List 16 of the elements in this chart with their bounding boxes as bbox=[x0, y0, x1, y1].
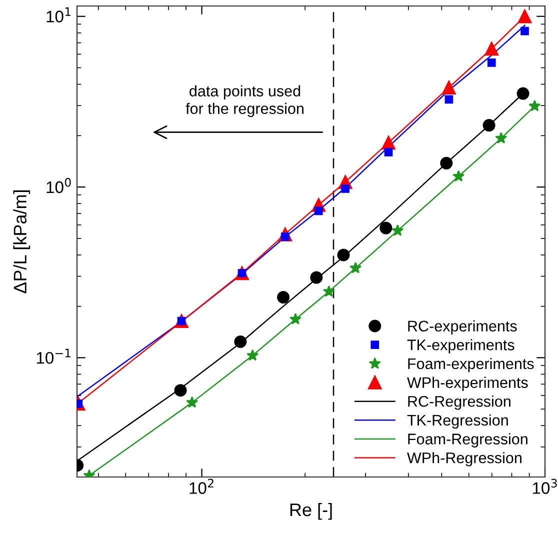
annotation: data points used for the regression bbox=[186, 85, 304, 118]
legend-label: TK-Regression bbox=[407, 414, 508, 429]
legend-label: RC-experiments bbox=[408, 320, 517, 335]
x-tick-label: 10$^{3}$ bbox=[532, 478, 557, 494]
y-tick-label: 10$^{0}$ bbox=[46, 178, 71, 194]
legend-label: WPh-experiments bbox=[407, 376, 528, 392]
legend-label: WPh-Regression bbox=[407, 452, 522, 466]
legend-label: Foam-Regression bbox=[408, 433, 528, 448]
legend-label: TK-experiments bbox=[407, 339, 514, 354]
y-tick-label: 10$^{1}$ bbox=[46, 7, 71, 22]
y-tick-label: 10$^{−1}$ bbox=[36, 348, 70, 364]
legend-label: RC-Regression bbox=[408, 396, 510, 410]
x-axis-title: Re [-] bbox=[290, 502, 332, 520]
legend-label: Foam-experiments bbox=[408, 358, 534, 372]
x-tick-label: 10$^{2}$ bbox=[190, 478, 214, 494]
y-axis-title: ΔP/L [kPa/m] bbox=[13, 190, 30, 294]
